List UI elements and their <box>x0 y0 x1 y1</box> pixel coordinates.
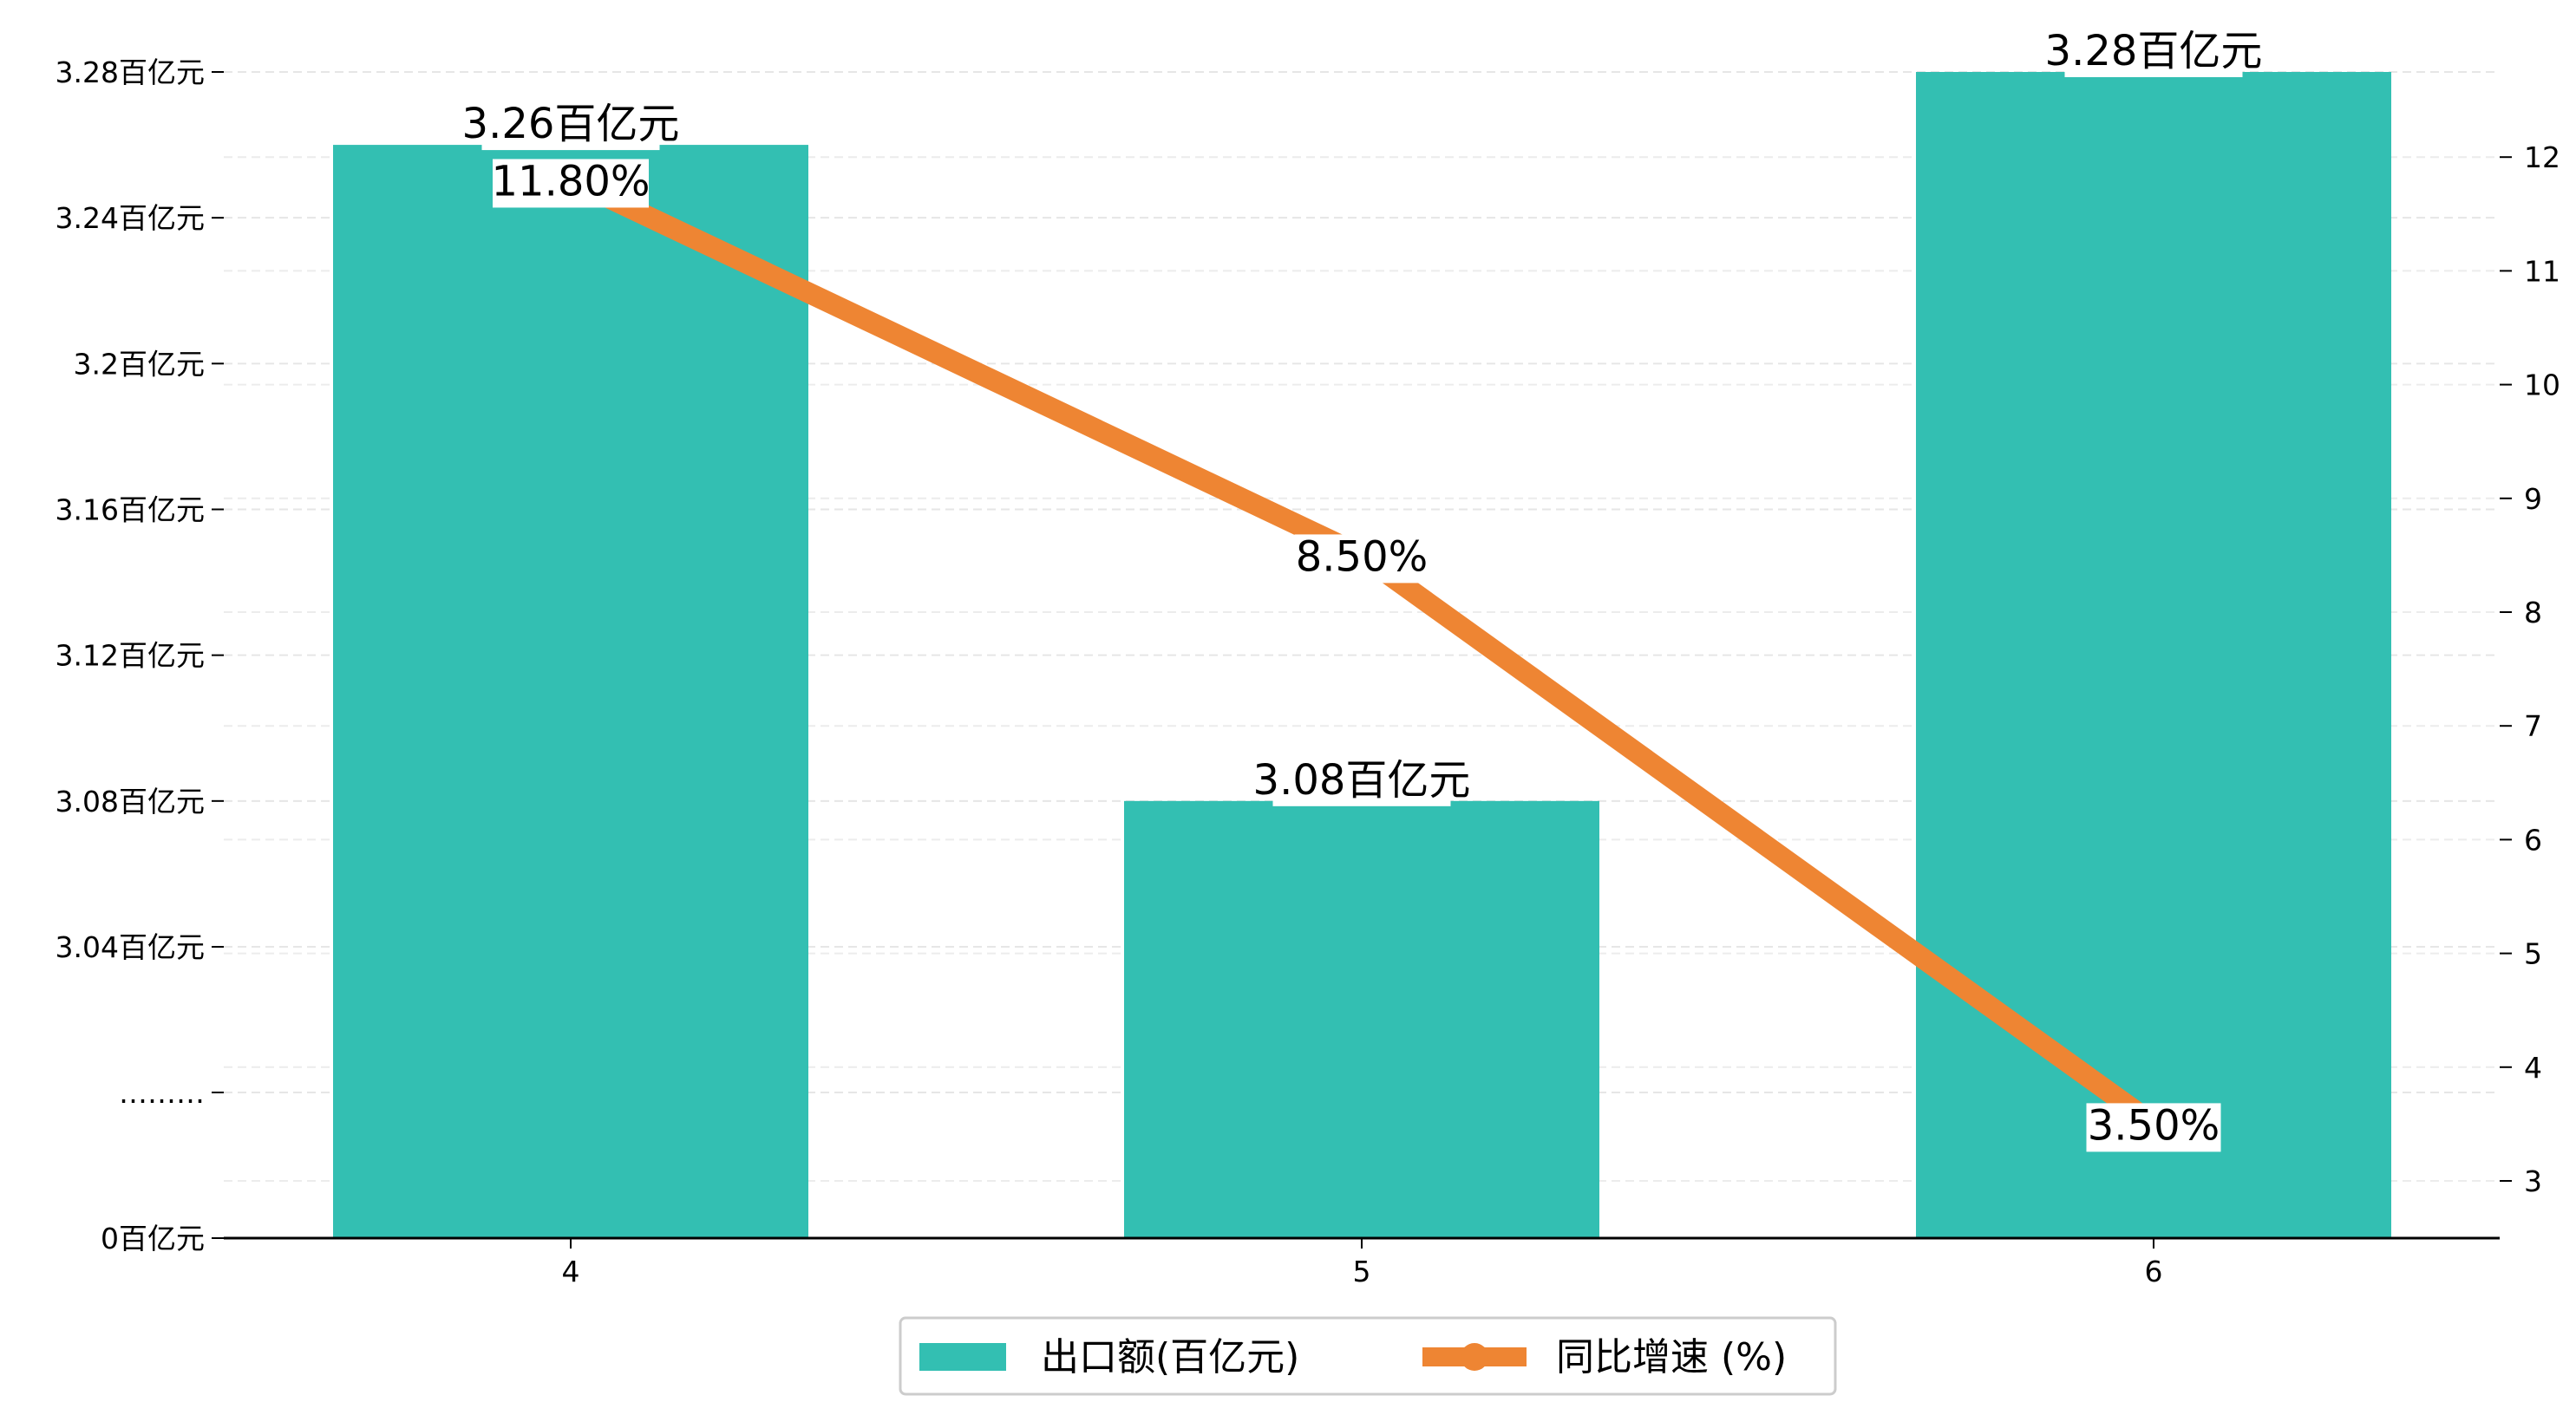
left-tick-label: 3.24百亿元 <box>56 201 205 235</box>
bar-value-label-box <box>1272 757 1451 806</box>
right-tick-label: 5 <box>2524 937 2542 971</box>
legend-label-line: 同比增速 (%) <box>1556 1335 1787 1379</box>
left-tick-label: ……… <box>119 1076 205 1110</box>
bar-value-label: 3.28百亿元 <box>2045 27 2263 75</box>
left-tick-label: 3.04百亿元 <box>56 930 205 964</box>
legend-label-bar: 出口额(百亿元) <box>1041 1335 1299 1379</box>
bar <box>333 145 808 1238</box>
bar-value-label-box <box>481 101 660 151</box>
bar-series <box>333 72 2391 1238</box>
right-tick-label: 7 <box>2524 709 2542 743</box>
right-tick-label: 11 <box>2524 254 2560 288</box>
right-tick-label: 12 <box>2524 140 2560 174</box>
x-tick-label: 6 <box>2145 1255 2163 1288</box>
line-value-label: 8.50% <box>1296 532 1428 581</box>
line-value-label: 3.50% <box>2088 1101 2220 1150</box>
axes: 4 5 6 0百亿元 ……… 3.04百亿元 3.08百亿元 3.12百亿元 3.16百亿元 3.… <box>56 55 2560 1288</box>
left-tick-label: 3.16百亿元 <box>56 493 205 527</box>
line-value-label: 11.80% <box>491 157 650 205</box>
left-tick-label: 3.2百亿元 <box>74 347 205 381</box>
line-value-label-box <box>2086 1103 2221 1152</box>
x-tick-label: 5 <box>1353 1255 1371 1288</box>
right-tick-label: 4 <box>2524 1051 2542 1085</box>
bar-value-label-box <box>2064 29 2243 77</box>
left-tick-label: 3.08百亿元 <box>56 785 205 818</box>
right-tick-label: 9 <box>2524 482 2542 516</box>
legend-frame <box>899 1316 1837 1396</box>
bar-value-label: 3.26百亿元 <box>462 100 680 148</box>
line-value-label-box <box>1294 534 1429 584</box>
right-tick-label: 6 <box>2524 823 2542 857</box>
bar-value-label: 3.08百亿元 <box>1253 756 1471 805</box>
legend: 出口额(百亿元) 同比增速 (%) <box>899 1316 1837 1396</box>
bar <box>1124 800 1599 1238</box>
bar <box>1916 72 2391 1238</box>
right-tick-label: 3 <box>2524 1164 2542 1198</box>
line-value-label-box <box>493 159 649 208</box>
left-tick-label: 0百亿元 <box>101 1222 205 1255</box>
right-tick-label: 10 <box>2524 368 2560 402</box>
right-tick-label: 8 <box>2524 596 2542 629</box>
x-tick-label: 4 <box>562 1255 580 1288</box>
left-tick-label: 3.12百亿元 <box>56 639 205 673</box>
left-tick-label: 3.28百亿元 <box>56 55 205 89</box>
legend-swatch-bar <box>919 1343 1006 1371</box>
legend-swatch-marker <box>1461 1343 1488 1371</box>
data-labels: 3.26百亿元 3.08百亿元 3.28百亿元 11.80% 8.50% 3.50% <box>462 27 2263 1152</box>
